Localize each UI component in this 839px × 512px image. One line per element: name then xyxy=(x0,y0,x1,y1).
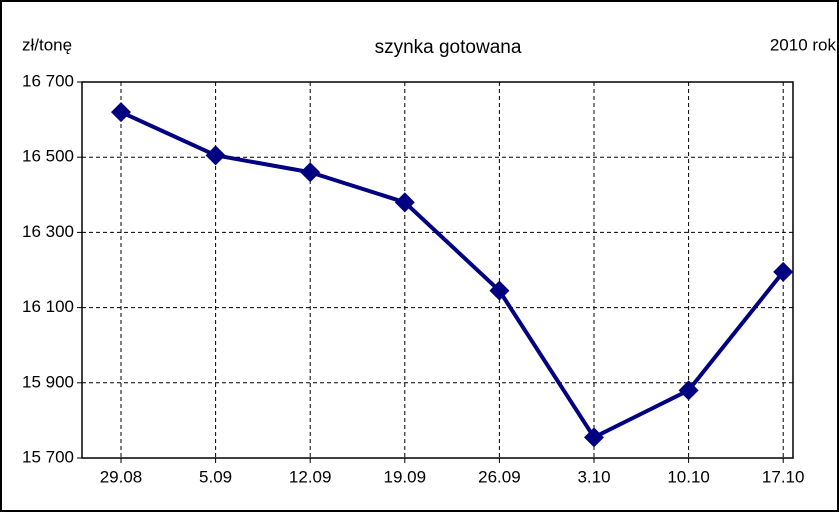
x-tick-label: 17.10 xyxy=(762,467,805,486)
y-axis-label: zł/tonę xyxy=(22,35,72,54)
x-tick-label: 19.09 xyxy=(384,467,427,486)
x-tick-label: 10.10 xyxy=(667,467,710,486)
data-marker xyxy=(773,261,794,282)
data-marker xyxy=(678,380,699,401)
plot-area xyxy=(81,81,794,459)
y-tick-label: 15 900 xyxy=(22,372,74,391)
annotation: 2010 rok xyxy=(770,35,837,54)
x-tick-label: 3.10 xyxy=(577,467,610,486)
y-tick-label: 16 100 xyxy=(22,297,74,316)
data-marker xyxy=(111,102,131,123)
y-tick-label: 16 700 xyxy=(22,71,74,90)
series-line xyxy=(120,110,785,440)
y-tick-label: 16 300 xyxy=(22,222,74,241)
x-tick-label: 12.09 xyxy=(289,467,332,486)
data-marker xyxy=(394,192,415,213)
x-tick-label: 26.09 xyxy=(478,467,521,486)
chart-title: szynka gotowana xyxy=(375,37,522,58)
data-marker xyxy=(584,427,604,448)
data-marker xyxy=(300,162,321,183)
data-marker xyxy=(489,280,510,301)
x-tick-label: 29.08 xyxy=(100,467,143,486)
data-marker xyxy=(205,145,226,166)
x-tick-label: 5.09 xyxy=(199,467,232,486)
y-tick-label: 15 700 xyxy=(22,447,74,466)
y-tick-label: 16 500 xyxy=(22,147,74,166)
